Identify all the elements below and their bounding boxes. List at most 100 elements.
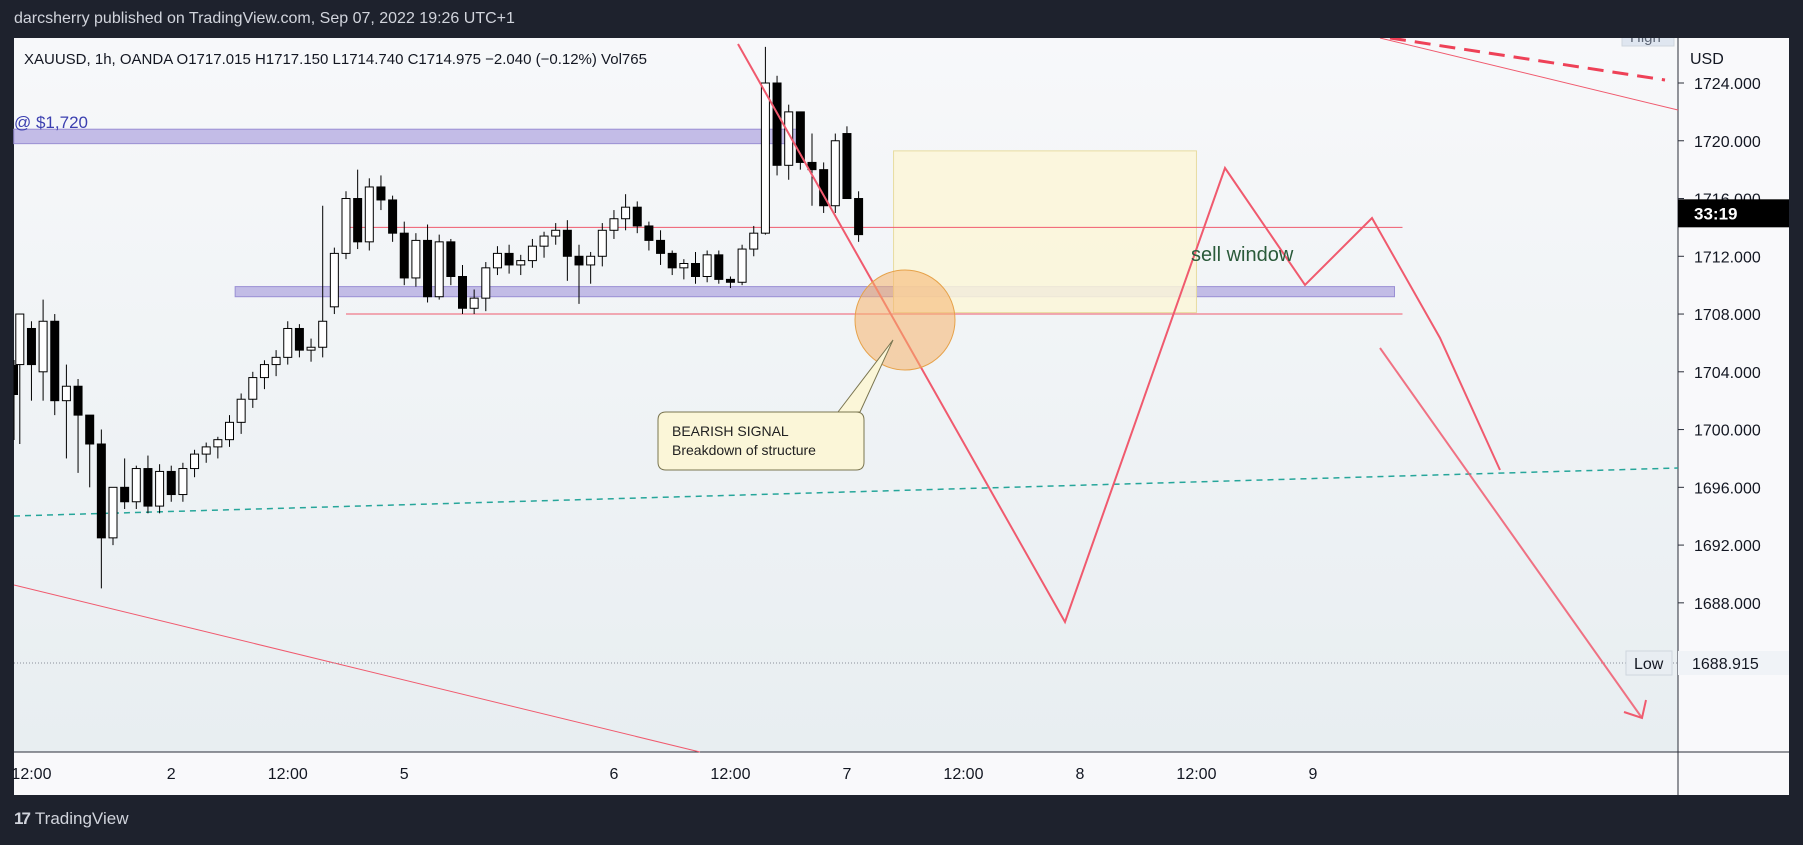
candle-body[interactable] — [294, 327, 304, 351]
candle-body[interactable] — [341, 198, 351, 254]
candle-body[interactable] — [271, 356, 281, 366]
candle-body[interactable] — [492, 252, 502, 269]
upper-dashed-trend-line[interactable] — [1389, 36, 1666, 82]
candle-body[interactable] — [597, 229, 607, 257]
candle-body[interactable] — [760, 82, 770, 234]
candle-body[interactable] — [458, 275, 467, 309]
candle-body[interactable] — [364, 186, 374, 243]
candle-body[interactable] — [644, 225, 654, 241]
candle-body[interactable] — [120, 486, 130, 503]
candle-body[interactable] — [539, 235, 549, 247]
candle-body[interactable] — [353, 198, 363, 243]
support-resistance-zone[interactable] — [234, 286, 1395, 298]
candle-body[interactable] — [15, 313, 25, 366]
candle-body[interactable] — [73, 385, 83, 416]
candle-body[interactable] — [469, 297, 479, 309]
candle-body[interactable] — [155, 470, 165, 507]
x-tick-label: 9 — [1308, 766, 1317, 783]
candle-body[interactable] — [166, 470, 176, 496]
dashed-trend-line[interactable] — [13, 467, 1679, 517]
candle-body[interactable] — [236, 398, 246, 423]
candle-body[interactable] — [481, 267, 491, 299]
candle-body[interactable] — [749, 232, 759, 250]
low-value-tag[interactable] — [1678, 651, 1789, 675]
tradingview-logo-icon: 17 — [14, 809, 31, 828]
current-price-tag[interactable] — [1678, 199, 1789, 228]
candle-body[interactable] — [50, 320, 60, 402]
candle-body[interactable] — [318, 320, 328, 348]
candle-body[interactable] — [329, 252, 339, 308]
candle-body[interactable] — [527, 245, 537, 262]
lower-trend-line[interactable] — [13, 584, 701, 753]
candle-body[interactable] — [283, 327, 293, 358]
candle-body[interactable] — [504, 252, 514, 266]
price-axis[interactable] — [1678, 38, 1789, 795]
candle-body[interactable] — [178, 468, 188, 496]
candle-body[interactable] — [14, 365, 18, 395]
candle-body[interactable] — [691, 263, 700, 277]
candle-body[interactable] — [702, 254, 712, 277]
candle-body[interactable] — [61, 385, 71, 402]
candle-body[interactable] — [609, 218, 619, 231]
candle-body[interactable] — [516, 260, 526, 266]
candle-body[interactable] — [854, 198, 864, 236]
candle-body[interactable] — [306, 346, 316, 351]
candle-body[interactable] — [679, 263, 689, 269]
candle-body[interactable] — [26, 327, 36, 366]
sell-window-box[interactable] — [893, 150, 1197, 314]
candle-body[interactable] — [131, 468, 141, 503]
symbol-info-line: XAUUSD, 1h, OANDA O1717.015 H1717.150 L1… — [24, 51, 647, 68]
candle-body[interactable] — [423, 239, 433, 298]
time-axis[interactable] — [14, 752, 1678, 795]
callout-box[interactable] — [657, 339, 894, 471]
projection-arrow-line[interactable] — [1379, 347, 1643, 719]
candle-body[interactable] — [259, 364, 269, 379]
upper-trend-line[interactable] — [1379, 37, 1679, 111]
tradingview-brand[interactable]: 17 TradingView — [14, 809, 128, 829]
candle-body[interactable] — [562, 229, 572, 257]
candle-body[interactable] — [714, 254, 724, 280]
candle-body[interactable] — [772, 82, 782, 166]
candle-body[interactable] — [96, 443, 106, 539]
candle-body[interactable] — [38, 320, 48, 373]
candle-body[interactable] — [201, 446, 211, 455]
callout-title: BEARISH SIGNAL — [672, 423, 789, 439]
candle-body[interactable] — [143, 468, 153, 507]
y-tick-label: 1688.000 — [1694, 596, 1761, 613]
candle-body[interactable] — [411, 239, 421, 279]
candle-body[interactable] — [737, 248, 747, 283]
candle-body[interactable] — [551, 229, 561, 237]
arrow-head-icon — [1623, 699, 1647, 720]
candle-body[interactable] — [434, 241, 444, 298]
candle-body[interactable] — [632, 206, 642, 227]
candle-body[interactable] — [388, 199, 398, 234]
candle-body[interactable] — [376, 186, 386, 201]
candle-body[interactable] — [795, 111, 805, 163]
candle-body[interactable] — [85, 414, 95, 445]
candle-body[interactable] — [446, 241, 456, 277]
currency-label: USD — [1690, 51, 1724, 68]
x-tick-label: 12:00 — [268, 766, 308, 783]
candle-body[interactable] — [842, 133, 852, 200]
candle-body[interactable] — [725, 278, 735, 283]
y-tick-label: 1724.000 — [1694, 76, 1761, 93]
candle-body[interactable] — [667, 252, 677, 269]
candle-body[interactable] — [656, 239, 666, 254]
breakdown-circle[interactable] — [854, 269, 956, 371]
candle-body[interactable] — [830, 140, 840, 207]
candle-body[interactable] — [225, 421, 234, 441]
y-tick-label: 1704.000 — [1694, 365, 1761, 382]
candle-body[interactable] — [621, 206, 631, 220]
projected-path-line[interactable] — [737, 43, 1501, 625]
candle-body[interactable] — [213, 439, 223, 448]
candle-body[interactable] — [248, 377, 258, 400]
candle-body[interactable] — [108, 486, 118, 539]
candle-body[interactable] — [784, 111, 794, 166]
candle-body[interactable] — [190, 453, 200, 470]
candle-body[interactable] — [399, 232, 409, 279]
publisher-line: darcsherry published on TradingView.com,… — [14, 10, 515, 27]
support-resistance-zone[interactable] — [13, 128, 801, 145]
candle-body[interactable] — [574, 255, 584, 266]
candle-body[interactable] — [586, 255, 596, 266]
